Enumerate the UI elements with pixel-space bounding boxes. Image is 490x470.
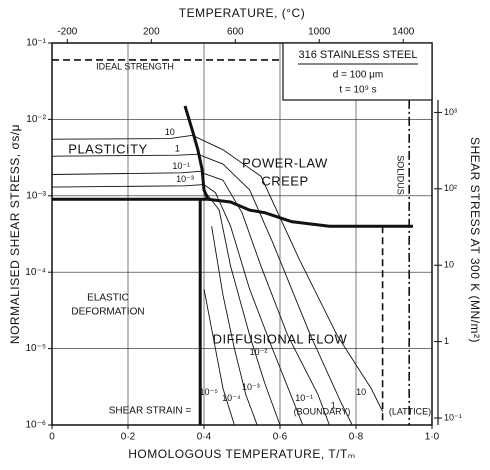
- strain-rate-contour: [211, 226, 258, 426]
- x2-tick-label: 1400: [392, 27, 415, 38]
- y2-tick-label: 1: [444, 336, 449, 346]
- y-tick-label: 10⁻⁶: [25, 420, 46, 431]
- y2-tick-label: 10³: [444, 107, 457, 117]
- y-tick-label: 10⁻⁴: [25, 267, 46, 278]
- region-label: SOLIDUS: [396, 155, 406, 195]
- strain-rate-contour: [200, 154, 353, 426]
- strain-rate-contour: [201, 172, 330, 426]
- contour-label: 10: [165, 127, 175, 137]
- x-tick-label: 0·4: [197, 432, 212, 443]
- x-tick-label: 1·0: [425, 432, 440, 443]
- y-tick-label: 10⁻⁵: [25, 343, 46, 354]
- contour-label: 10⁻³: [176, 174, 194, 184]
- y2-tick-label: 10: [444, 260, 454, 270]
- contour-label: 10⁻³: [242, 382, 260, 392]
- region-label: (BOUNDARY): [294, 406, 351, 416]
- contour-label: 10⁻¹: [295, 393, 313, 403]
- y2-tick-label: 10²: [444, 183, 457, 193]
- y2-axis-title: SHEAR STRESS AT 300 K (MN/m²): [468, 137, 482, 343]
- contour-label: 10: [356, 387, 366, 397]
- strain-rate-contour: [51, 134, 193, 140]
- strain-rate-contour: [205, 192, 281, 426]
- top-axis-title: TEMPERATURE, (°C): [179, 6, 305, 20]
- field-boundary: [183, 105, 210, 200]
- region-label: CREEP: [261, 173, 308, 188]
- y2-tick-label: 10⁻¹: [444, 412, 462, 422]
- region-label: POWER-LAW: [242, 155, 328, 170]
- region-label: PLASTICITY: [68, 141, 147, 156]
- strain-rate-contour: [203, 184, 304, 426]
- y-tick-label: 10⁻³: [26, 190, 46, 201]
- contour-label: 10⁻⁵: [200, 387, 219, 397]
- x2-tick-label: 1000: [308, 27, 331, 38]
- box-title: 316 STAINLESS STEEL: [298, 49, 417, 61]
- y-axis-title: NORMALISED SHEAR STRESS, σs/μ: [8, 124, 22, 344]
- contour-label: 10⁻²: [250, 347, 268, 357]
- x-tick-label: 0·6: [273, 432, 288, 443]
- y-tick-label: 10⁻²: [26, 114, 46, 125]
- contour-label: 10⁻¹: [172, 161, 190, 171]
- strain-rate-contour: [51, 184, 205, 188]
- strain-rate-contour: [194, 135, 384, 412]
- x2-tick-label: -200: [57, 27, 77, 38]
- annotation: SHEAR STRAIN =: [109, 406, 192, 417]
- y-tick-label: 10⁻¹: [26, 38, 46, 49]
- box-line: t = 10⁹ s: [339, 85, 376, 96]
- info-box: [282, 42, 433, 101]
- annotation: IDEAL STRENGTH: [96, 61, 174, 71]
- field-boundary: [207, 197, 413, 228]
- strain-rate-contour: [51, 153, 200, 157]
- x-axis-title: HOMOLOGOUS TEMPERATURE, T/Tₘ: [128, 447, 356, 461]
- x2-tick-label: 600: [227, 27, 244, 38]
- region-label: DEFORMATION: [71, 307, 144, 318]
- region-label: ELASTIC: [87, 293, 129, 304]
- strain-rate-contour: [51, 170, 203, 175]
- box-line: d = 100 μm: [333, 70, 384, 81]
- x2-tick-label: 200: [143, 27, 160, 38]
- x-tick-label: 0·8: [349, 432, 364, 443]
- contour-label: 1: [175, 144, 180, 154]
- region-label: DIFFUSIONAL FLOW: [213, 331, 348, 346]
- plot-frame: [51, 42, 433, 426]
- contour-label: 10⁻⁴: [222, 393, 241, 403]
- contour-label: 1: [331, 400, 336, 410]
- strain-rate-contour: [203, 289, 235, 426]
- x-tick-label: 0·2: [121, 432, 136, 443]
- x-tick-label: 0: [49, 432, 55, 443]
